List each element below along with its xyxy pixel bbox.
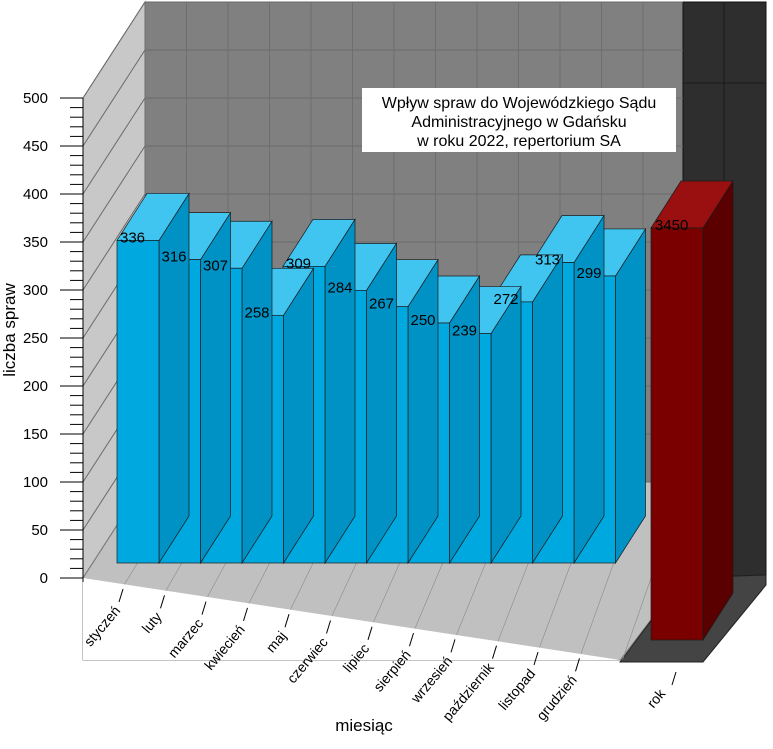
bar-6-side [407,258,439,565]
x-tick [450,639,456,653]
bar-5-side [366,242,397,565]
x-tick-total [671,671,677,686]
chart-title-box [362,88,676,152]
x-tick [575,658,580,672]
x-tick [160,595,165,609]
x-tick [533,651,539,666]
data-label: 313 [535,252,560,269]
x-tick [118,588,124,603]
x-tick-label: grudzień [533,672,580,723]
bar-3-side [283,267,314,565]
x-tick [409,632,414,647]
bars: 299 313 272 239 250 267 284 309 258 307 316 336 3450 [116,179,734,642]
y-tick-label: 350 [23,234,48,251]
bar-0-front [116,240,160,564]
data-label: 307 [203,257,228,274]
data-label: 309 [286,255,311,272]
data-label: 258 [245,304,270,321]
x-tick-label: wrzesień [407,653,455,706]
y-tick-label: 0 [40,570,48,587]
bar-total-front [650,227,704,641]
x-tick-label-total: rok [644,685,669,711]
x-tick [326,620,331,634]
data-label: 272 [494,291,519,308]
data-label: 239 [452,323,477,340]
data-label: 336 [120,229,145,246]
y-tick-label: 500 [23,90,48,107]
y-tick-label: 50 [31,522,48,539]
bar-total-side [702,179,734,642]
x-tick [492,645,497,659]
data-label: 299 [577,265,602,282]
data-label-total: 3450 [655,217,688,234]
y-tick-label: 400 [23,186,48,203]
bar-4-side [324,218,356,565]
bar-11-side [615,227,646,565]
bar-0 [116,192,190,565]
x-tick [243,607,248,622]
y-tick-label: 200 [23,378,48,395]
bar-7-side [449,274,480,565]
x-tick-label: listopad [495,666,538,713]
floor-cutout [83,578,620,660]
y-tick-label: 100 [23,474,48,491]
bar-2-side [241,220,273,565]
chart-title: Wpływ spraw do Wojewódzkiego Sądu Admini… [362,88,676,152]
bar-8-side [490,285,522,565]
x-tick [284,614,290,628]
y-tick-label: 300 [23,282,48,299]
chart-title-line-3: w roku 2022, repertorium SA [416,133,621,150]
chart-title-line-2: Administracyjnego w Gdańsku [411,114,626,131]
data-label: 316 [162,249,187,266]
data-labels: 299 313 272 239 250 267 284 309 258 307 316 336 [120,229,602,339]
y-tick-label: 150 [23,426,48,443]
bar-total: 3450 [650,179,734,642]
chart-title-line-1: Wpływ spraw do Wojewódzkiego Sądu [382,95,657,112]
x-axis-label: miesiąc [335,716,393,735]
data-label: 250 [411,312,436,329]
data-label: 284 [328,279,353,296]
y-tick-label: 250 [23,330,48,347]
bar-9-side [532,253,563,565]
y-axis: 0 50 100 150 200 250 300 350 400 450 500 [23,90,84,587]
data-label: 267 [369,296,394,313]
x-tick [367,626,373,640]
y-tick-label: 450 [23,138,48,155]
x-tick [201,601,207,615]
y-axis-label: liczba spraw [0,283,19,377]
